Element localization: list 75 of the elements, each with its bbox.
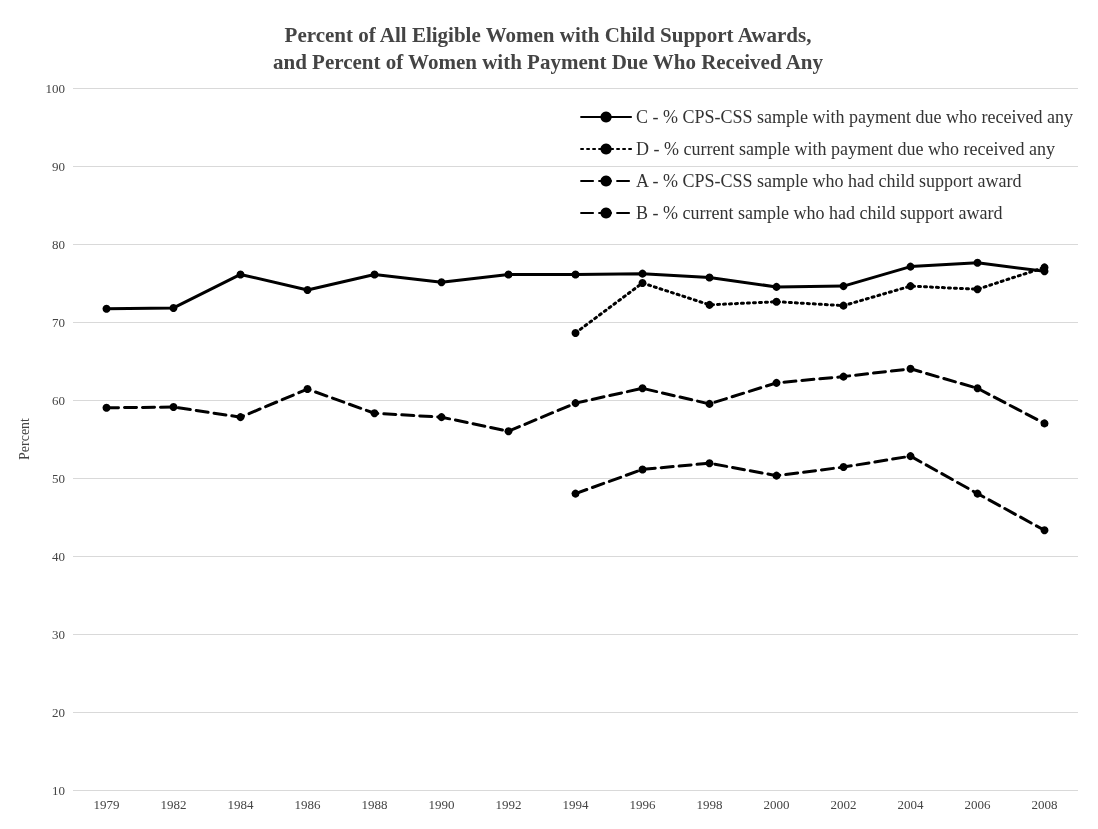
- legend-label: C - % CPS-CSS sample with payment due who received any: [636, 107, 1074, 127]
- legend-label: D - % current sample with payment due who received any: [636, 139, 1055, 159]
- point: [705, 300, 714, 309]
- point: [370, 270, 379, 279]
- point: [906, 282, 915, 291]
- x-tick-label: 1982: [160, 797, 187, 812]
- x-tick-label: 2006: [964, 797, 991, 812]
- point: [571, 399, 580, 408]
- point: [504, 270, 513, 279]
- point: [437, 413, 446, 422]
- point: [772, 471, 781, 480]
- y-tick-label: 50: [52, 470, 65, 486]
- x-tick-label: 1998: [696, 797, 723, 812]
- y-tick-label: 100: [45, 80, 65, 96]
- point: [839, 282, 848, 291]
- point: [638, 279, 647, 287]
- y-tick-label: 10: [52, 782, 65, 798]
- point: [973, 384, 982, 393]
- y-tick-label: 80: [52, 236, 65, 252]
- legend-label: A - % CPS-CSS sample who had child support award: [636, 171, 1022, 191]
- y-axis-title: Percent: [16, 417, 32, 460]
- point: [102, 403, 111, 412]
- x-tick-label: 1979: [93, 797, 120, 812]
- point: [839, 301, 848, 310]
- point: [638, 384, 647, 393]
- x-tick-label: 1984: [227, 797, 254, 812]
- x-tick-label: 1990: [428, 797, 455, 812]
- point: [973, 285, 982, 294]
- x-tick-label: 1992: [495, 797, 522, 812]
- y-tick-label: 60: [52, 392, 65, 408]
- point: [236, 270, 245, 279]
- point: [839, 372, 848, 381]
- point: [638, 465, 647, 474]
- point: [303, 385, 312, 394]
- point: [705, 273, 714, 282]
- point: [169, 403, 178, 412]
- legend-label: B - % current sample who had child support award: [636, 203, 1003, 223]
- x-tick-label: 1996: [629, 797, 656, 812]
- point: [705, 399, 714, 408]
- x-tick-label: 1986: [294, 797, 321, 812]
- point: [504, 427, 513, 436]
- y-tick-label: 30: [52, 626, 65, 642]
- point: [906, 452, 915, 461]
- point: [772, 282, 781, 291]
- x-tick-label: 1988: [361, 797, 388, 812]
- x-tick-label: 2008: [1031, 797, 1058, 812]
- y-tick-label: 40: [52, 548, 65, 564]
- x-tick-label: 1994: [562, 797, 589, 812]
- point: [772, 378, 781, 387]
- point: [571, 489, 580, 498]
- y-tick-label: 70: [52, 314, 65, 330]
- point: [303, 286, 312, 295]
- point: [236, 413, 245, 422]
- x-tick-label: 2002: [830, 797, 857, 812]
- x-tick-label: 2000: [763, 797, 790, 812]
- point: [571, 270, 580, 279]
- point: [437, 278, 446, 287]
- chart-title: Percent of All Eligible Women with Child Support Awards, and Percent of Women with Payment Due Who Received Any: [272, 22, 824, 74]
- point: [169, 303, 178, 312]
- point: [638, 269, 647, 278]
- point: [370, 409, 379, 418]
- point: [973, 258, 982, 267]
- point: [705, 459, 714, 468]
- y-tick-label: 20: [52, 704, 65, 720]
- point: [102, 304, 111, 313]
- point: [906, 262, 915, 271]
- point: [973, 489, 982, 498]
- point: [1040, 419, 1049, 428]
- x-tick-label: 2004: [897, 797, 924, 812]
- point: [839, 463, 848, 472]
- point: [1040, 526, 1049, 535]
- point: [906, 364, 915, 373]
- point: [571, 328, 580, 337]
- y-tick-label: 90: [52, 158, 65, 174]
- point: [772, 297, 781, 306]
